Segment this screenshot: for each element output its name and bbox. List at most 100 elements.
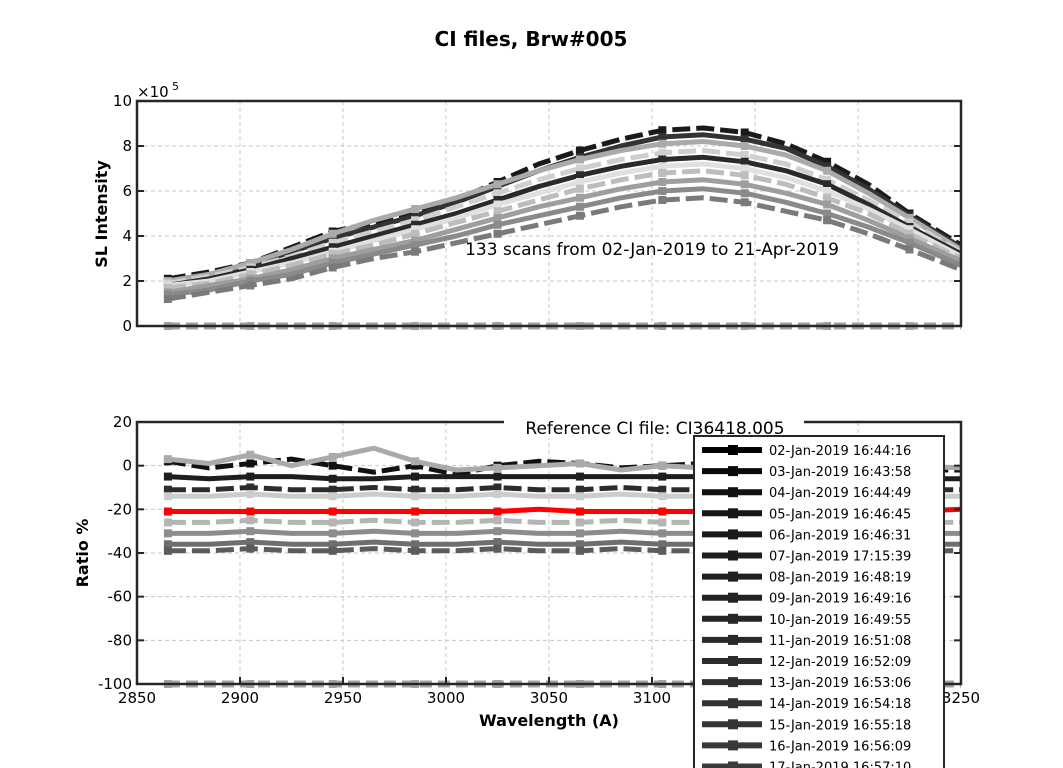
series-line-9 [167, 195, 962, 302]
series-point [493, 220, 502, 229]
series-point [246, 507, 255, 516]
legend-label: 14-Jan-2019 16:54:18 [769, 697, 911, 712]
series-point [575, 184, 584, 193]
intensity-annotation: 133 scans from 02-Jan-2019 to 21-Apr-201… [465, 240, 839, 260]
series-point [658, 546, 667, 555]
series-point [575, 146, 584, 155]
series-point [575, 459, 584, 468]
intensity-panel: 0 2 4 6 8 10 ×10 5 SL Intensity 133 scans fro… [92, 80, 963, 335]
legend-label: 06-Jan-2019 16:46:31 [769, 528, 911, 543]
series-point [658, 162, 667, 171]
series-point [493, 490, 502, 499]
series-point [575, 211, 584, 220]
series-point [658, 461, 667, 470]
series-point [905, 214, 914, 222]
series-point [740, 180, 749, 189]
series-point [328, 263, 337, 272]
series-point [493, 229, 502, 238]
series-point [411, 247, 420, 256]
series-point [658, 187, 667, 195]
legend-label: 03-Jan-2019 16:43:58 [769, 465, 911, 480]
series-point [328, 540, 337, 549]
y-tick-label: 2 [122, 272, 132, 290]
y-tick-label: -100 [98, 675, 132, 693]
series-point [411, 472, 420, 481]
series-point [493, 189, 502, 198]
series-point [328, 529, 337, 538]
series-point [246, 259, 255, 267]
series-point [740, 164, 749, 173]
x-tick-label: 3250 [942, 689, 980, 707]
series-point [411, 457, 420, 466]
series-point [740, 151, 749, 159]
series-point [493, 544, 502, 553]
series-point [905, 238, 914, 247]
series-point [575, 164, 584, 173]
legend: 02-Jan-2019 16:44:16 03-Jan-2019 16:43:58… [693, 435, 945, 768]
series-point [328, 474, 337, 483]
series-point [823, 187, 832, 195]
legend-label: 12-Jan-2019 16:52:09 [769, 655, 911, 670]
series-point [658, 169, 667, 177]
series-line-6 [167, 168, 963, 291]
series-point [246, 490, 255, 499]
series-point [328, 238, 337, 247]
series-point [575, 472, 584, 481]
series-point [411, 540, 420, 549]
legend-marker [728, 761, 738, 768]
series-point [246, 459, 255, 468]
series-point [823, 175, 832, 184]
series-line-2 [167, 139, 963, 284]
series-line-8 [167, 186, 963, 297]
series-point [493, 507, 502, 516]
series-point [328, 234, 337, 243]
series-point [658, 507, 667, 516]
legend-label: 05-Jan-2019 16:46:45 [769, 507, 911, 522]
ratio-y-ticks: -100 -80 -60 -40 -20 0 20 [98, 413, 961, 693]
series-point [328, 507, 337, 516]
series-point [575, 507, 584, 516]
series-point [328, 229, 337, 238]
series-point [575, 178, 584, 186]
series-point [905, 234, 914, 243]
series-point [328, 259, 337, 267]
series-point [246, 472, 255, 481]
series-point [411, 236, 420, 245]
series-point [493, 527, 502, 536]
chart-title: CI files, Brw#005 [435, 27, 628, 51]
y-tick-label: 20 [113, 413, 132, 431]
legend-marker [728, 613, 738, 624]
ratio-annotation: Reference CI file: CI36418.005 [525, 419, 784, 439]
legend-marker [728, 445, 738, 455]
series-point [163, 540, 172, 549]
series-point [575, 540, 584, 549]
series-point [163, 518, 172, 527]
series-point [740, 171, 749, 180]
legend-label: 10-Jan-2019 16:49:55 [769, 613, 911, 628]
series-point [575, 171, 584, 180]
series-point [740, 198, 749, 207]
y-tick-label: 8 [122, 137, 132, 155]
y-tick-label: 0 [122, 317, 132, 335]
y-tick-label: -20 [108, 500, 133, 518]
series-point [411, 211, 420, 220]
series-line-7 [167, 177, 963, 295]
series-point [328, 243, 337, 252]
intensity-axes-frame [135, 99, 963, 328]
series-point [658, 485, 667, 494]
series-point [493, 463, 502, 472]
x-tick-label: 3100 [633, 689, 671, 707]
series-point [658, 540, 667, 549]
legend-label: 09-Jan-2019 16:49:16 [769, 592, 911, 607]
series-point [246, 281, 255, 290]
legend-marker [728, 550, 738, 561]
series-point [328, 492, 337, 501]
series-point [905, 225, 914, 234]
series-point [658, 518, 667, 527]
series-point [575, 529, 584, 538]
series-point [575, 193, 584, 202]
series-point [328, 546, 337, 555]
series-point [740, 128, 749, 137]
series-point [740, 135, 749, 144]
ratio-x-label: Wavelength (A) [479, 711, 619, 730]
